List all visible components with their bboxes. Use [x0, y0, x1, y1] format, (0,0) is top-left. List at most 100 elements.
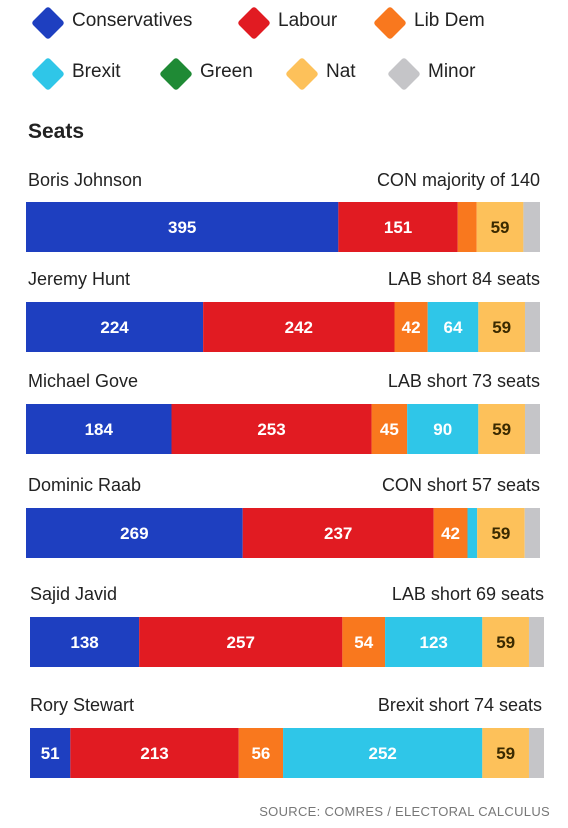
candidate-name: Boris Johnson [28, 170, 143, 190]
brexit-swatch-icon [31, 57, 65, 91]
data-label-brexit: 90 [433, 420, 452, 439]
data-label-labour: 213 [140, 744, 168, 763]
seat-status: LAB short 73 seats [387, 371, 540, 391]
candidate-name: Rory Stewart [30, 695, 135, 715]
legend-label: Minor [428, 61, 476, 82]
legend-label: Labour [278, 10, 338, 31]
data-label-labour: 151 [384, 218, 412, 237]
seat-status: CON majority of 140 [376, 170, 540, 190]
data-label-lib-dem: 54 [354, 633, 373, 652]
bar-segment-brexit [385, 617, 483, 667]
legend-label: Green [200, 61, 253, 82]
data-label-conservatives: 184 [85, 420, 114, 439]
data-label-conservatives: 224 [100, 318, 129, 337]
bar-segment-brexit [283, 728, 483, 778]
candidate-name: Sajid Javid [30, 584, 118, 604]
data-label-lib-dem: 42 [402, 318, 421, 337]
data-label-conservatives: 138 [70, 633, 98, 652]
data-label-nat: 59 [491, 524, 510, 543]
bar-segment-minor [524, 302, 540, 352]
stacked-bar: 269 237 42 59 [26, 508, 540, 558]
green-swatch-icon [159, 57, 193, 91]
bar-segment-nat [478, 404, 525, 454]
seat-status: LAB short 69 seats [391, 584, 544, 604]
legend-label: Lib Dem [414, 10, 485, 31]
candidate-name: Jeremy Hunt [28, 269, 131, 289]
bar-segment-minor [524, 404, 540, 454]
bar-segment-brexit [467, 508, 478, 558]
legend: Conservatives Labour Lib Dem Brexit Gree… [0, 0, 568, 110]
bar-segment-lib-dem [394, 302, 428, 352]
bar-segment-brexit [407, 404, 479, 454]
chart-row-rory-stewart: Rory Stewart Brexit short 74 seats 51 213… [0, 695, 568, 795]
bar-segment-lib-dem [457, 202, 477, 252]
bar-segment-brexit [427, 302, 479, 352]
bar-segment-conservatives [26, 302, 204, 352]
stacked-bar: 395 151 59 [26, 202, 540, 252]
bar-segment-conservatives [26, 202, 339, 252]
chart-row-boris-johnson: Boris Johnson CON majority of 140 395 151… [0, 170, 568, 270]
seat-status: LAB short 84 seats [387, 269, 540, 289]
bar-segment-nat [477, 508, 525, 558]
data-label-brexit: 252 [368, 744, 396, 763]
bar-segment-nat [482, 617, 529, 667]
legend-label: Brexit [72, 61, 121, 82]
chart-row-sajid-javid: Sajid Javid LAB short 69 seats 138 257 54 1… [0, 584, 568, 684]
stacked-bar: 138 257 54 123 59 [30, 617, 544, 667]
data-label-labour: 237 [324, 524, 352, 543]
bar-segment-nat [476, 202, 524, 252]
labour-swatch-icon [237, 6, 271, 40]
seat-status: Brexit short 74 seats [377, 695, 542, 715]
data-label-conservatives: 51 [41, 744, 60, 763]
bar-segment-labour [338, 202, 458, 252]
bar-segment-lib-dem [433, 508, 468, 558]
candidate-name: Michael Gove [28, 371, 139, 391]
bar-segment-minor [524, 508, 540, 558]
data-label-labour: 242 [285, 318, 313, 337]
chart-row-jeremy-hunt: Jeremy Hunt LAB short 84 seats 224 242 42 6… [0, 269, 568, 369]
bar-segment-lib-dem [342, 617, 386, 667]
seat-status: CON short 57 seats [381, 475, 540, 495]
chart-title: Seats [28, 120, 85, 143]
stacked-bar: 51 213 56 252 59 [30, 728, 544, 778]
bar-segment-minor [528, 617, 544, 667]
legend-label: Nat [326, 61, 356, 82]
bar-segment-labour [171, 404, 372, 454]
bar-segment-conservatives [30, 728, 71, 778]
chart-row-dominic-raab: Dominic Raab CON short 57 seats 269 237 42… [0, 475, 568, 575]
data-label-nat: 59 [496, 633, 515, 652]
bar-segment-labour [242, 508, 434, 558]
bar-segment-minor [523, 202, 540, 252]
bar-segment-conservatives [26, 404, 172, 454]
chart-row-michael-gove: Michael Gove LAB short 73 seats 184 253 45… [0, 371, 568, 471]
data-label-conservatives: 395 [168, 218, 196, 237]
nat-swatch-icon [285, 57, 319, 91]
data-label-lib-dem: 56 [251, 744, 270, 763]
conservatives-swatch-icon [31, 6, 65, 40]
bar-segment-nat [482, 728, 529, 778]
data-label-nat: 59 [492, 318, 511, 337]
data-label-labour: 257 [227, 633, 255, 652]
source-note: SOURCE: COMRES / ELECTORAL CALCULUS [259, 804, 550, 819]
bar-segment-labour [70, 728, 239, 778]
bar-segment-labour [139, 617, 343, 667]
minor-swatch-icon [387, 57, 421, 91]
data-label-nat: 59 [496, 744, 515, 763]
stacked-bar: 184 253 45 90 59 [26, 404, 540, 454]
data-label-conservatives: 269 [120, 524, 148, 543]
bar-segment-lib-dem [371, 404, 408, 454]
data-label-lib-dem: 42 [441, 524, 460, 543]
data-label-nat: 59 [491, 218, 510, 237]
data-label-brexit: 64 [444, 318, 463, 337]
bar-segment-lib-dem [238, 728, 284, 778]
data-label-nat: 59 [492, 420, 511, 439]
lib-dem-swatch-icon [373, 6, 407, 40]
bar-segment-nat [478, 302, 525, 352]
legend-label: Conservatives [72, 10, 193, 31]
data-label-brexit: 123 [420, 633, 448, 652]
bar-segment-conservatives [30, 617, 140, 667]
bar-segment-conservatives [26, 508, 243, 558]
data-label-labour: 253 [257, 420, 285, 439]
data-label-lib-dem: 45 [380, 420, 399, 439]
stacked-bar: 224 242 42 64 59 [26, 302, 540, 352]
